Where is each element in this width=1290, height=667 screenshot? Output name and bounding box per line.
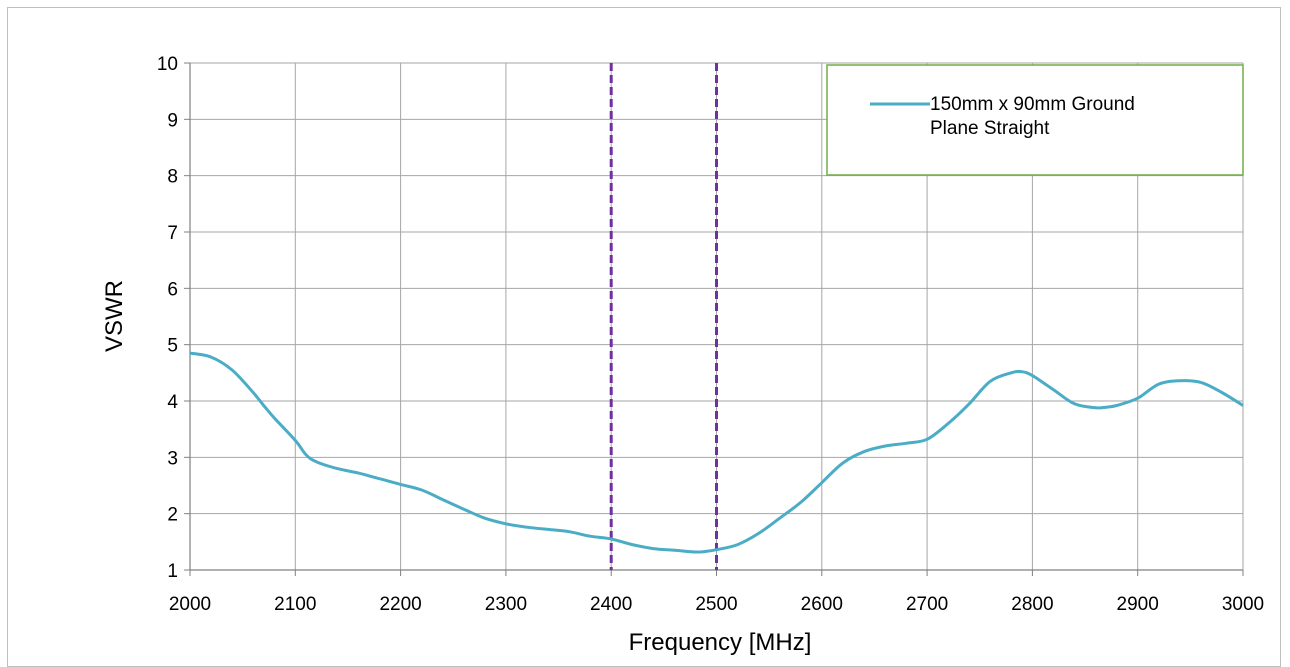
legend-label-line: Plane Straight	[930, 118, 1050, 139]
y-tick-label: 9	[167, 110, 178, 131]
x-tick-label: 2700	[906, 594, 948, 615]
y-tick-label: 8	[167, 167, 178, 188]
x-axis-label: Frequency [MHz]	[629, 629, 812, 656]
y-tick-label: 4	[167, 392, 178, 413]
y-tick-label: 7	[167, 223, 178, 244]
x-tick-label: 2600	[801, 594, 843, 615]
y-axis-label: VSWR	[101, 280, 128, 352]
x-tick-label: 2000	[169, 594, 211, 615]
x-tick-label: 2100	[274, 594, 316, 615]
x-tick-label: 2500	[695, 594, 737, 615]
legend-label-line: 150mm x 90mm Ground	[930, 94, 1135, 115]
y-tick-label: 3	[167, 448, 178, 469]
y-tick-label: 10	[157, 54, 178, 75]
y-tick-label: 5	[167, 336, 178, 357]
y-tick-label: 6	[167, 279, 178, 300]
y-tick-label: 2	[167, 505, 178, 526]
x-tick-label: 2900	[1117, 594, 1159, 615]
x-tick-label: 2800	[1011, 594, 1053, 615]
legend: 150mm x 90mm Ground Plane Straight	[827, 65, 1243, 175]
x-tick-label: 3000	[1222, 594, 1264, 615]
x-tick-label: 2300	[485, 594, 527, 615]
x-tick-label: 2400	[590, 594, 632, 615]
x-tick-label: 2200	[379, 594, 421, 615]
reference-lines	[611, 63, 716, 570]
y-tick-label: 1	[167, 561, 178, 582]
